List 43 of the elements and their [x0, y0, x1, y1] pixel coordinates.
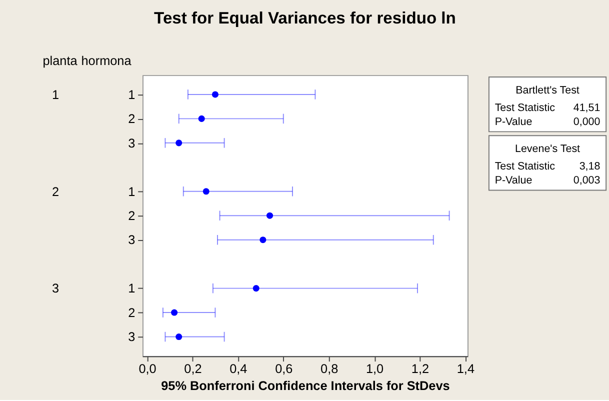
- text: Test Statistic: [494, 160, 556, 173]
- text: Test Statistic: [494, 102, 556, 114]
- y-tick-label: 2: [128, 209, 136, 224]
- y2-tick-label: 2: [52, 184, 60, 199]
- point: [171, 309, 178, 316]
- x-tick-label: 1,0: [366, 362, 384, 376]
- point: [252, 285, 260, 292]
- x-tick-label: 1,2: [411, 362, 430, 376]
- y-tick-label: 1: [128, 184, 136, 199]
- y2-tick-label: 3: [52, 282, 60, 296]
- text: 0,003: [573, 174, 600, 186]
- x-tick-label: 1,4: [456, 362, 475, 376]
- point: [176, 140, 182, 146]
- x-tick-label: 0,2: [184, 362, 202, 376]
- x-tick-label: 0,6: [275, 362, 293, 376]
- point: [176, 334, 182, 340]
- point: [260, 236, 266, 244]
- point: [212, 91, 218, 98]
- text: 0,000: [573, 116, 600, 128]
- text: P-Value: [494, 116, 532, 128]
- y-tick-label: 3: [128, 136, 136, 150]
- point: [202, 188, 210, 195]
- chart-title: Test for Equal Variances for residuo ln: [154, 8, 456, 28]
- text: Levene's Test: [515, 143, 580, 156]
- text: P-Value: [494, 174, 532, 186]
- x-tick-label: 0,0: [138, 362, 156, 376]
- y-tick-label: 2: [128, 306, 136, 320]
- text: 41,51: [573, 102, 600, 114]
- point: [266, 212, 274, 219]
- y2-tick-label: 1: [52, 88, 60, 102]
- text: 3,18: [579, 160, 600, 173]
- y-tick-label: 1: [128, 282, 136, 296]
- y-tick-label: 2: [128, 112, 136, 126]
- x-tick-label: 0,4: [230, 362, 248, 376]
- y-axis-title: hormona: [81, 54, 132, 68]
- point: [198, 115, 205, 122]
- y-tick-label: 3: [128, 330, 136, 344]
- text: Bartlett's Test: [516, 84, 580, 97]
- y2-axis-title: planta: [42, 54, 78, 68]
- x-axis-title: 95% Bonferroni Confidence Intervals for StDevs: [161, 378, 450, 393]
- y-tick-label: 1: [128, 88, 136, 102]
- x-tick-label: 0,8: [320, 362, 338, 376]
- y-tick-label: 3: [128, 233, 136, 248]
